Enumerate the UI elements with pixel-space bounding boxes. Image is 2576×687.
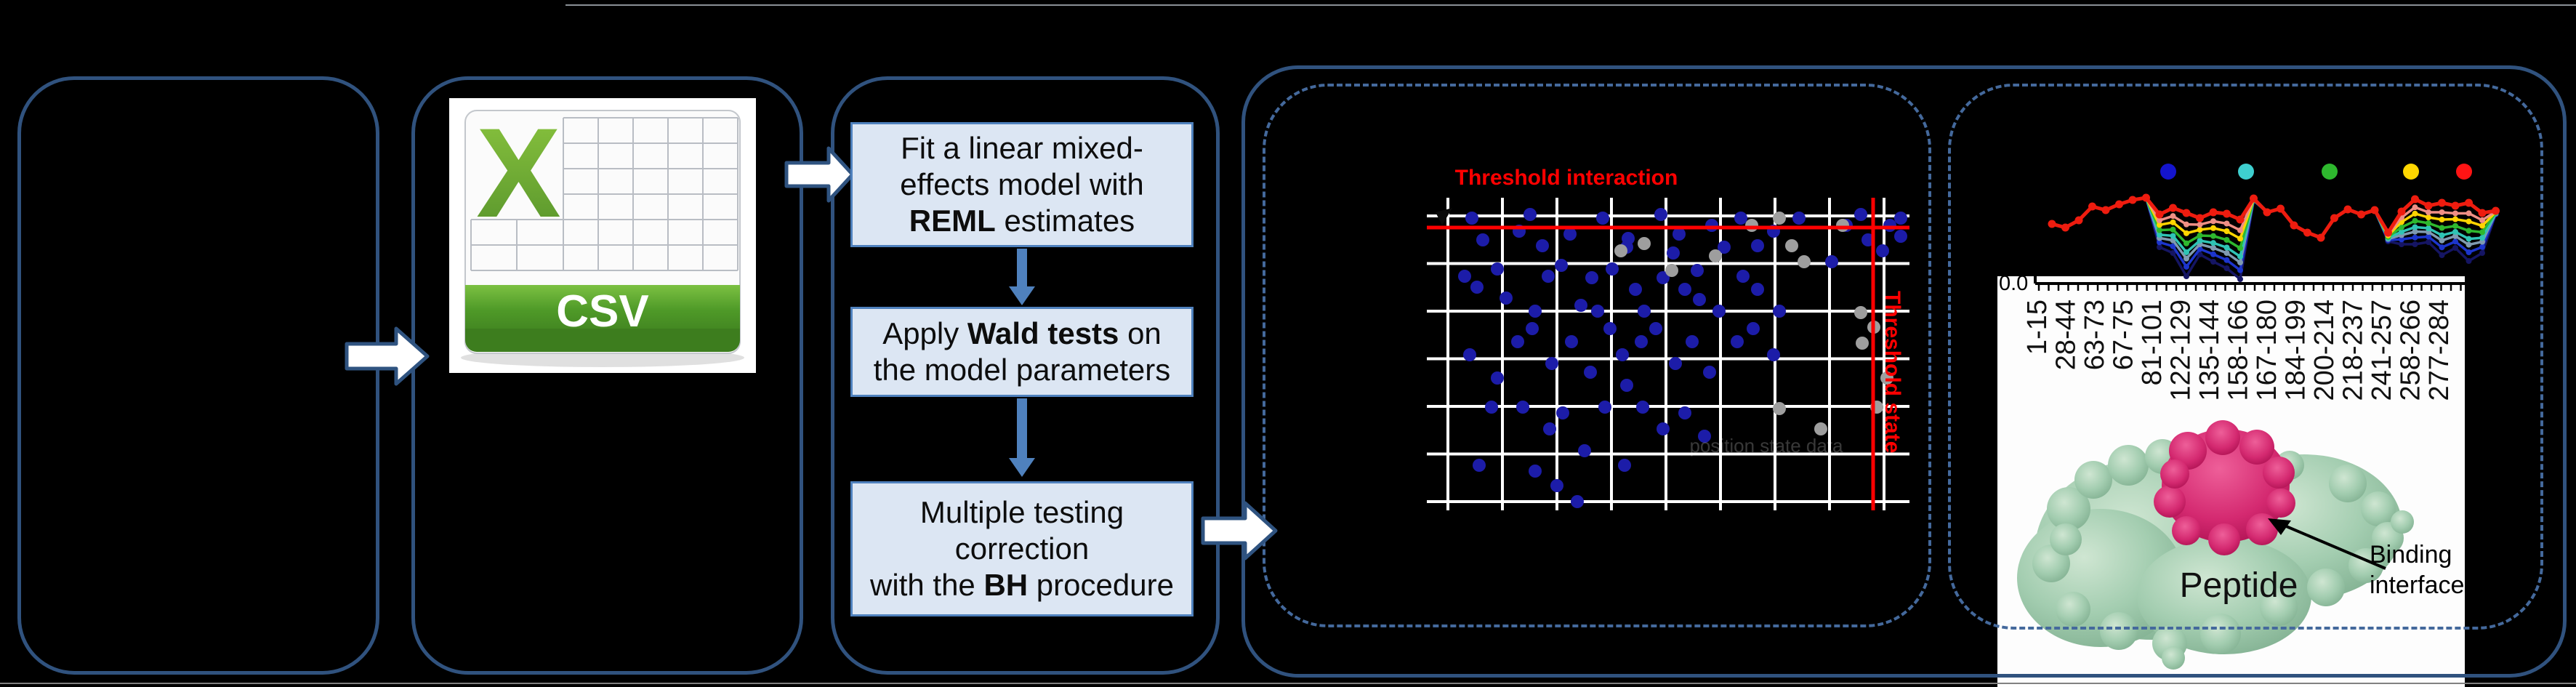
flow-step-2: Apply Wald tests on the model parameters — [850, 307, 1194, 397]
peptide-tick-label: 241-257 — [2367, 300, 2397, 401]
peptide-tick-label: 67-75 — [2109, 300, 2139, 370]
bottom-edge-line — [0, 683, 2576, 684]
panel-csv — [411, 76, 803, 675]
peptide-tick-label: 167-180 — [2252, 300, 2282, 401]
panel-input — [17, 76, 379, 675]
panel-results — [1241, 65, 2567, 678]
peptide-tick-label: 200-214 — [2309, 300, 2340, 401]
top-edge-line — [565, 4, 2576, 6]
flow-step-1: Fit a linear mixed- effects model with R… — [850, 122, 1194, 247]
threshold-interaction-label: Threshold interaction — [1454, 166, 1678, 190]
profile-y-tick-label: 0.0 — [1999, 272, 2029, 295]
peptide-tick-label: 1-15 — [2022, 300, 2053, 355]
binding-interface-label: Binding interface — [2370, 541, 2465, 599]
protein-structure-image — [2017, 420, 2414, 670]
figure-white-background: 1-15 28-44 63-73 67-75 81-101 122-129 135-144 1… — [1997, 276, 2465, 687]
peptide-tick-label: 135-144 — [2194, 300, 2225, 401]
peptide-tick-label: 158-166 — [2223, 300, 2254, 401]
peptide-tick-label: 218-237 — [2338, 300, 2369, 401]
threshold-state-label: Threshold state — [1880, 291, 1904, 454]
peptide-axis: 1-1528-4463-7367-7581-101122-129135-1441… — [2022, 276, 2465, 401]
flow-step-3: Multiple testing correction with the BH … — [850, 481, 1194, 616]
peptide-tick-label: 28-44 — [2051, 300, 2082, 370]
panel-results-thresholds — [1263, 84, 1931, 627]
peptide-tick-label: 81-101 — [2137, 300, 2168, 385]
peptide-tick-label: 184-199 — [2281, 300, 2311, 401]
panel-results-profile — [1948, 84, 2543, 630]
peptide-axis-title: Peptide — [2179, 566, 2298, 605]
scatter-faint-axis-label: position state data — [1689, 435, 1843, 457]
peptide-tick-label: 63-73 — [2080, 300, 2110, 370]
peptide-tick-label: 258-266 — [2396, 300, 2426, 401]
peptide-tick-label: 122-129 — [2166, 300, 2197, 401]
protein-peptide-region — [2154, 420, 2295, 555]
panel-statistics — [831, 76, 1220, 675]
peptide-tick-label: 277-284 — [2424, 300, 2455, 401]
binding-interface-arrow — [2268, 518, 2386, 570]
